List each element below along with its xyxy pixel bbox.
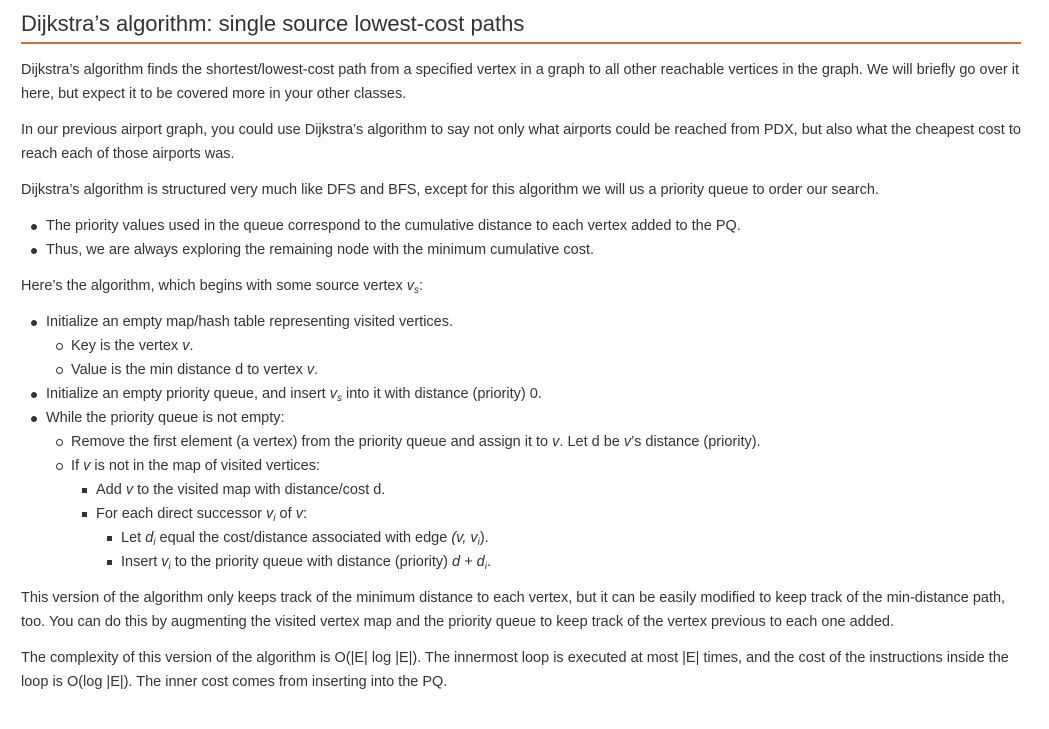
map-details: Key is the vertex v. Value is the min di… xyxy=(46,334,1021,382)
algorithm-intro-paragraph: Here’s the algorithm, which begins with … xyxy=(21,278,424,296)
step-let-di: Let di equal the cost/distance associate… xyxy=(96,526,1021,550)
bullet-circle-icon xyxy=(56,439,63,446)
bullet-disc-icon xyxy=(31,320,37,326)
step-while: While the priority queue is not empty: R… xyxy=(21,406,1021,574)
step-for-each: For each direct successor vi of v: Let d… xyxy=(71,502,1021,574)
bullet-square-icon xyxy=(82,488,87,493)
page: Dijkstra’s algorithm: single source lowe… xyxy=(21,0,1021,690)
step-init-map: Initialize an empty map/hash table repre… xyxy=(21,310,1021,382)
step-remove: Remove the first element (a vertex) from… xyxy=(46,430,1021,454)
bullet-disc-icon xyxy=(31,416,37,422)
list-item-text: Thus, we are always exploring the remain… xyxy=(46,242,595,258)
path-tracking-paragraph: This version of the algorithm only keeps… xyxy=(21,590,1006,630)
step-insert: Insert vi to the priority queue with dis… xyxy=(96,550,1021,574)
bullet-circle-icon xyxy=(56,343,63,350)
step-map-key: Key is the vertex v. xyxy=(46,334,1021,358)
if-body: Add v to the visited map with distance/c… xyxy=(71,478,1021,574)
bullet-disc-icon xyxy=(31,248,37,254)
step-if-not-visited: If v is not in the map of visited vertic… xyxy=(46,454,1021,574)
algorithm-steps: Initialize an empty map/hash table repre… xyxy=(21,310,1021,574)
structure-paragraph: Dijkstra’s algorithm is structured very … xyxy=(21,182,879,198)
list-item-text: The priority values used in the queue co… xyxy=(46,218,741,234)
airport-paragraph: In our previous airport graph, you could… xyxy=(21,122,1021,162)
intro-paragraph: Dijkstra’s algorithm finds the shortest/… xyxy=(21,62,1020,102)
pq-bullet-list: The priority values used in the queue co… xyxy=(21,214,1021,262)
bullet-circle-icon xyxy=(56,463,63,470)
bullet-square-icon xyxy=(107,560,112,565)
bullet-circle-icon xyxy=(56,367,63,374)
step-map-value: Value is the min distance d to vertex v. xyxy=(46,358,1021,382)
bullet-disc-icon xyxy=(31,224,37,230)
complexity-paragraph: The complexity of this version of the al… xyxy=(21,650,1009,690)
step-add-visited: Add v to the visited map with distance/c… xyxy=(71,478,1021,502)
step-init-pq: Initialize an empty priority queue, and … xyxy=(21,382,1021,406)
page-title: Dijkstra’s algorithm: single source lowe… xyxy=(21,0,1021,44)
list-item: Thus, we are always exploring the remain… xyxy=(21,238,1021,262)
list-item: The priority values used in the queue co… xyxy=(21,214,1021,238)
bullet-square-icon xyxy=(82,512,87,517)
for-body: Let di equal the cost/distance associate… xyxy=(96,526,1021,574)
while-body: Remove the first element (a vertex) from… xyxy=(46,430,1021,574)
bullet-disc-icon xyxy=(31,392,37,398)
bullet-square-icon xyxy=(107,536,112,541)
